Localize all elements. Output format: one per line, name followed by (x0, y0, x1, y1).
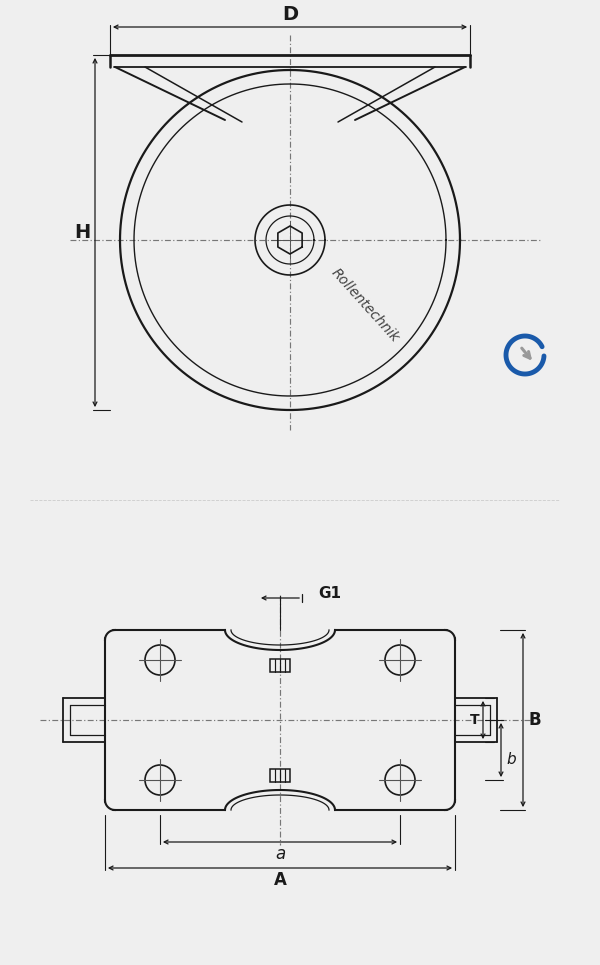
Bar (270, 768, 290, 782)
Text: B: B (529, 711, 541, 729)
Text: a: a (275, 845, 285, 863)
Text: G1: G1 (319, 587, 341, 601)
Text: b: b (506, 753, 516, 767)
Text: Rollentechnik: Rollentechnik (328, 265, 401, 345)
Text: H: H (74, 223, 90, 241)
Text: A: A (274, 871, 286, 889)
Text: D: D (282, 6, 298, 24)
Bar (270, 658, 290, 672)
Text: T: T (470, 713, 480, 727)
